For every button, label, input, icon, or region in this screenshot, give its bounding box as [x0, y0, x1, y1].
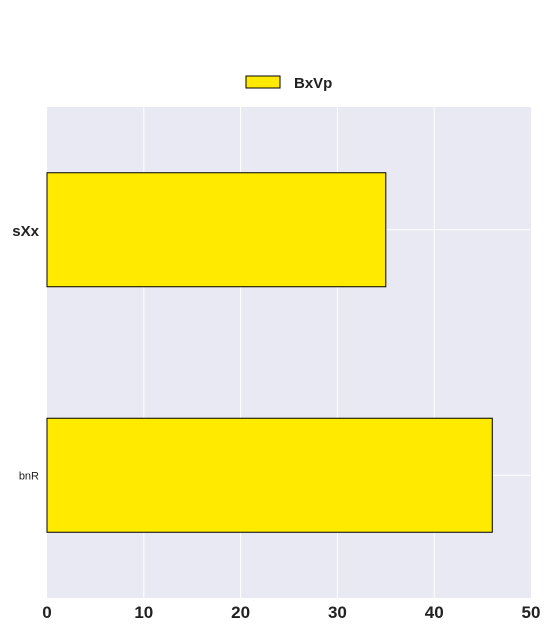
x-tick-label-4: 40 — [425, 603, 444, 622]
x-tick-label-0: 0 — [42, 603, 51, 622]
bars — [46, 172, 493, 533]
x-tick-label-5: 50 — [522, 603, 541, 622]
y-tick-labels: sXx bnR — [12, 223, 39, 483]
bar-sXx — [46, 172, 387, 288]
y-tick-label-sXx: sXx — [12, 223, 39, 240]
bar-bnR — [46, 417, 493, 533]
x-tick-label-3: 30 — [328, 603, 347, 622]
x-tick-labels: 0 10 20 30 40 50 — [42, 603, 540, 622]
chart-legend: BxVp — [245, 75, 332, 92]
legend-swatch-bxvp — [245, 75, 281, 89]
x-tick-label-1: 10 — [134, 603, 153, 622]
legend-label-bxvp: BxVp — [294, 75, 332, 92]
x-tick-label-2: 20 — [231, 603, 250, 622]
y-tick-label-bnR: bnR — [19, 470, 39, 482]
